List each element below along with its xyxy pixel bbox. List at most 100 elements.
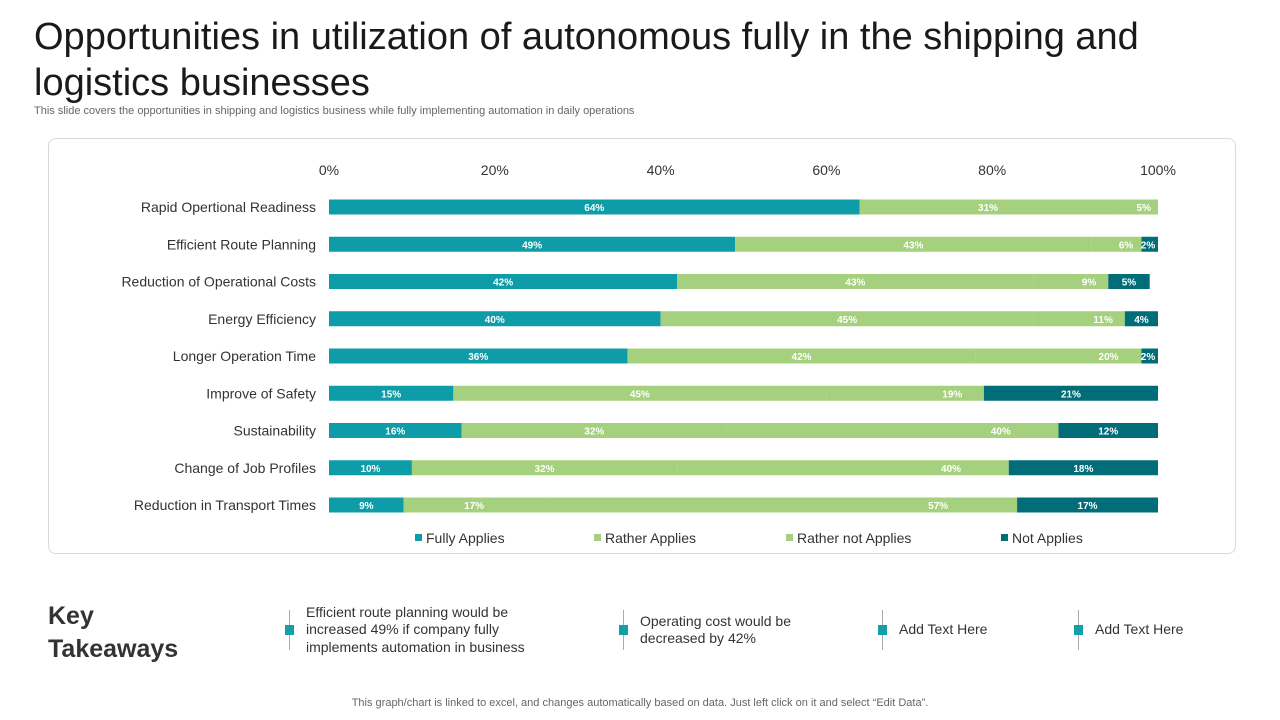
category-label: Sustainability: [234, 423, 317, 439]
legend-label: Fully Applies: [426, 530, 505, 546]
bar-segment: [461, 423, 727, 438]
data-label: 17%: [1078, 501, 1098, 512]
bullet-icon: [285, 625, 294, 635]
data-label: 2%: [1141, 352, 1156, 363]
data-label: 42%: [493, 278, 513, 289]
legend-swatch: [415, 534, 422, 541]
bar-segment: [1017, 497, 1158, 513]
bar-segment: [1033, 274, 1109, 289]
heading-line: Key: [48, 602, 94, 630]
bar-segment: [329, 423, 462, 438]
x-tick-label: 60%: [812, 162, 840, 178]
data-label: 42%: [792, 352, 812, 363]
x-tick-label: 100%: [1140, 162, 1176, 178]
data-label: 9%: [359, 501, 374, 512]
data-label: 45%: [630, 389, 650, 400]
data-label: 32%: [584, 427, 604, 438]
data-label: 10%: [360, 464, 380, 475]
takeaway-text: Efficient route planning would be: [306, 603, 509, 620]
data-label: 15%: [381, 389, 401, 400]
page-subtitle: This slide covers the opportunities in s…: [34, 105, 635, 117]
bar-segment: [735, 236, 1092, 252]
bar-segment: [859, 199, 1117, 215]
bar-segment: [677, 274, 1034, 289]
bar-segment: [329, 497, 404, 513]
x-tick-label: 20%: [481, 162, 509, 178]
legend-label: Rather not Applies: [797, 530, 911, 546]
data-label: 9%: [1082, 278, 1097, 289]
data-label: 5%: [1122, 278, 1137, 289]
legend-swatch: [594, 534, 601, 541]
bar-segment: [329, 274, 678, 289]
bar-segment: [1033, 311, 1125, 327]
data-label: 20%: [1099, 352, 1119, 363]
takeaway-text: Operating cost would be: [640, 612, 791, 629]
takeaway-text: increased 49% if company fully: [306, 621, 499, 638]
x-tick-label: 40%: [647, 162, 675, 178]
data-label: 31%: [978, 203, 998, 214]
bullet-icon: [619, 625, 628, 635]
bar-segment: [1008, 460, 1158, 476]
data-label: 21%: [1061, 389, 1081, 400]
heading-line: Takeaways: [48, 635, 179, 663]
category-label: Efficient Route Planning: [167, 236, 316, 252]
data-label: 43%: [903, 240, 923, 251]
bar-segment: [453, 385, 827, 401]
bar-segment: [660, 311, 1034, 327]
takeaway-item: Add Text Here: [1074, 610, 1184, 650]
bar-segment: [1141, 348, 1158, 364]
data-label: 2%: [1141, 240, 1156, 251]
takeaway-text: Add Text Here: [1095, 621, 1184, 638]
data-label: 12%: [1098, 427, 1118, 438]
key-takeaways-heading: Key Takeaways: [48, 600, 178, 666]
page-title: Opportunities in utilization of autonomo…: [34, 16, 1139, 104]
data-label: 6%: [1119, 240, 1134, 251]
data-label: 19%: [942, 389, 962, 400]
takeaway-text: decreased by 42%: [640, 630, 756, 646]
bar-segment: [826, 385, 984, 401]
data-label: 36%: [468, 352, 488, 363]
bar-segment: [983, 385, 1158, 401]
data-label: 57%: [928, 501, 948, 512]
footer-note: This graph/chart is linked to excel, and…: [351, 697, 929, 709]
legend-swatch: [786, 534, 793, 541]
data-label: 40%: [991, 427, 1011, 438]
data-label: 16%: [385, 427, 405, 438]
category-label: Improve of Safety: [206, 385, 316, 401]
category-label: Rapid Opertional Readiness: [141, 199, 316, 215]
legend-label: Not Applies: [1012, 530, 1083, 546]
bar-segment: [411, 460, 678, 476]
bullet-icon: [878, 625, 887, 635]
data-label: 45%: [837, 315, 857, 326]
category-label: Change of Job Profiles: [174, 460, 316, 476]
bar-segment: [1116, 199, 1158, 215]
bar-segment: [1141, 236, 1158, 252]
data-label: 40%: [485, 315, 505, 326]
bullet-icon: [1074, 625, 1083, 635]
bar-segment: [1108, 274, 1150, 289]
bar-segment: [544, 497, 1018, 513]
data-label: 49%: [522, 240, 542, 251]
data-label: 43%: [845, 278, 865, 289]
bar-segment: [329, 460, 412, 476]
takeaway-item: Efficient route planning would be increas…: [285, 603, 525, 657]
bar-segment: [329, 236, 736, 252]
data-label: 40%: [941, 464, 961, 475]
category-label: Longer Operation Time: [173, 348, 316, 364]
bar-segment: [329, 199, 860, 215]
takeaway-item: Add Text Here: [878, 610, 988, 650]
category-label: Reduction in Transport Times: [134, 497, 316, 513]
bar-segment: [329, 385, 454, 401]
bar-segment: [329, 348, 628, 364]
data-label: 64%: [584, 203, 604, 214]
bar-segment: [975, 348, 1142, 364]
data-label: 11%: [1093, 315, 1113, 326]
bar-segment: [1124, 311, 1158, 327]
data-label: 5%: [1137, 203, 1152, 214]
bar-segment: [329, 311, 661, 327]
takeaway-text: Add Text Here: [899, 621, 988, 638]
bar-segment: [726, 423, 1059, 438]
bar-segment: [1091, 236, 1142, 252]
bar-segment: [677, 460, 1009, 476]
x-tick-label: 0%: [319, 162, 339, 178]
